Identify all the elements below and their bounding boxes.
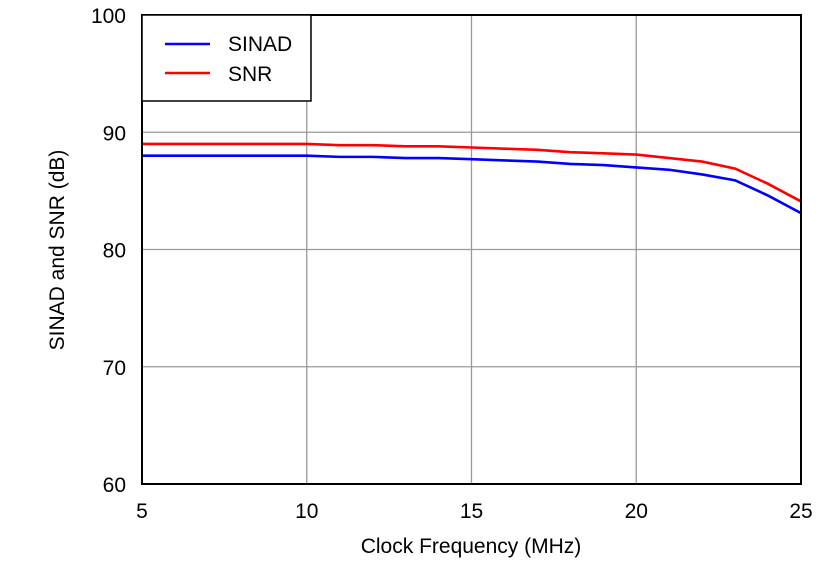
x-axis-label: Clock Frequency (MHz) xyxy=(361,535,582,558)
legend-box xyxy=(141,14,312,102)
x-tick-label: 25 xyxy=(789,500,812,523)
x-tick-label: 20 xyxy=(625,500,648,523)
x-tick-labels: 5 10 15 20 25 xyxy=(136,500,813,523)
x-tick-label: 10 xyxy=(295,500,318,523)
x-tick-label: 5 xyxy=(136,500,148,523)
y-tick-label: 80 xyxy=(103,240,126,263)
y-tick-label: 70 xyxy=(103,357,126,380)
legend: SINAD SNR xyxy=(141,14,312,102)
y-tick-label: 90 xyxy=(103,122,126,145)
y-tick-labels: 60 70 80 90 100 xyxy=(91,5,126,497)
plot-frame xyxy=(141,14,802,485)
y-axis-label: SINAD and SNR (dB) xyxy=(46,150,69,351)
series-lines xyxy=(142,142,802,215)
series-line-sinad xyxy=(142,154,802,215)
legend-label-snr: SNR xyxy=(228,63,272,86)
y-tick-label: 60 xyxy=(103,474,126,497)
y-tick-label: 100 xyxy=(91,5,126,28)
x-tick-label: 15 xyxy=(460,500,483,523)
series-line-snr xyxy=(142,142,802,203)
legend-label-sinad: SINAD xyxy=(228,33,292,56)
